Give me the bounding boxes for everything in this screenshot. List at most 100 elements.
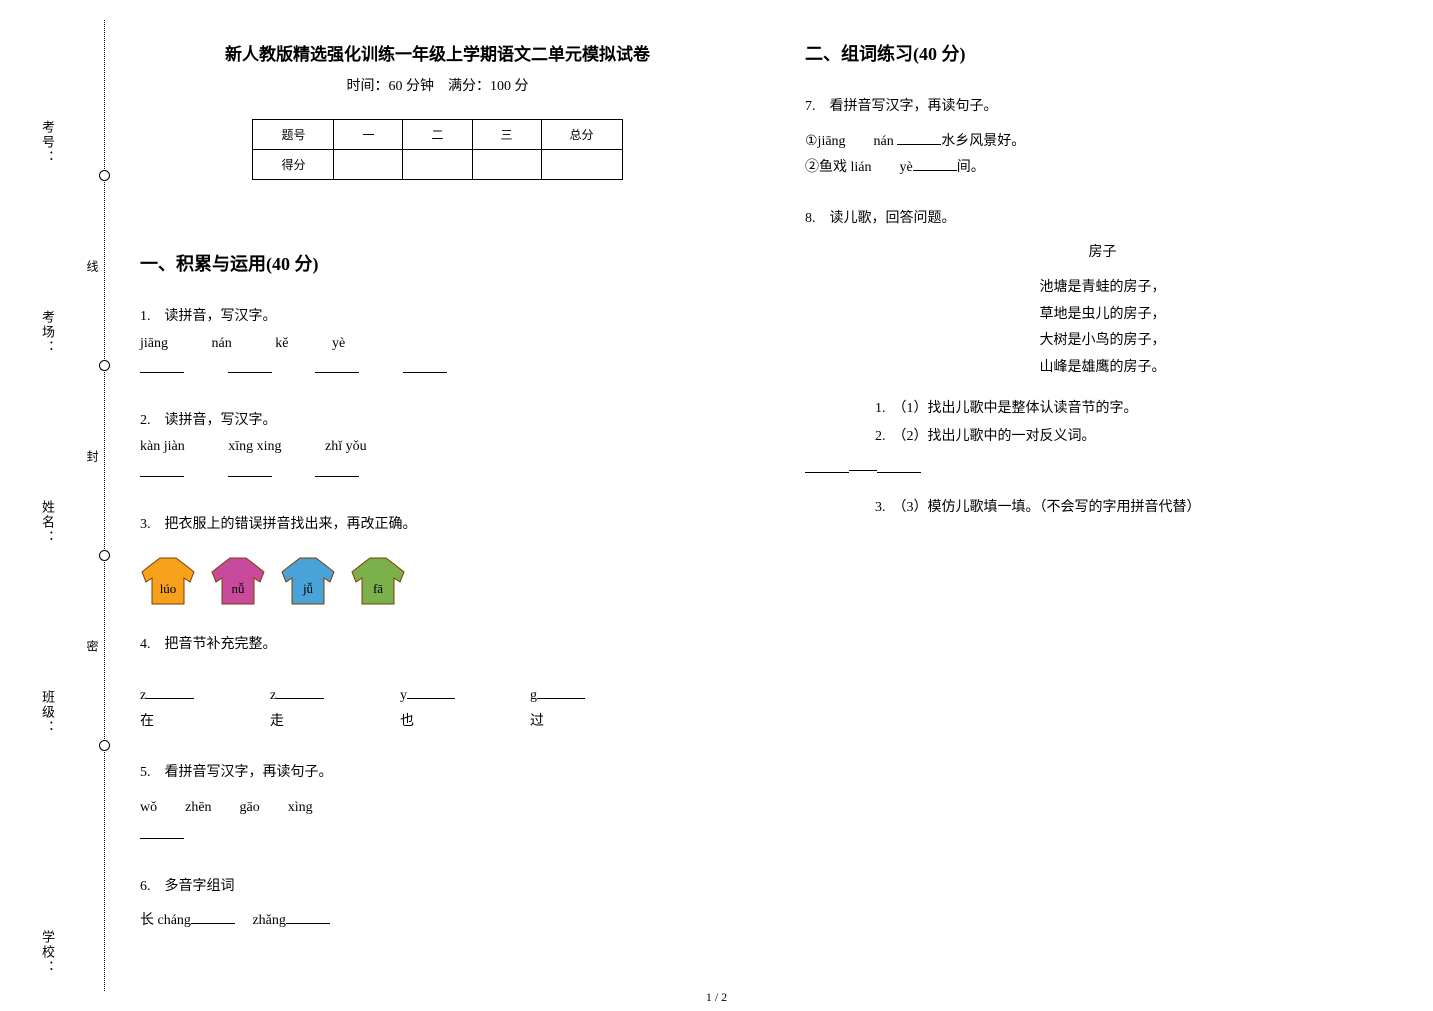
binding-label: 考场： [38, 310, 57, 355]
section-1-heading: 一、积累与运用(40 分) [140, 250, 735, 276]
blank[interactable] [913, 159, 957, 171]
pinyin: yè [332, 331, 345, 358]
q4-item: g过 [530, 683, 640, 736]
pinyin: nán [212, 331, 232, 358]
question-7: 7. 看拼音写汉字，再读句子。 ①jiāng nán 水乡风景好。 ②鱼戏 li… [805, 94, 1400, 182]
td-score-label: 得分 [253, 150, 334, 180]
blank[interactable] [315, 463, 359, 477]
q1-prompt: 1. 读拼音，写汉字。 [140, 304, 735, 331]
poem-line: 草地是虫儿的房子， [805, 302, 1400, 329]
shirt-pinyin: lúo [140, 577, 196, 602]
q5-line: wǒ zhēn gāo xìng [140, 795, 735, 822]
q7-l1a: ①jiāng nán [805, 134, 897, 149]
page-number: 1 / 2 [0, 990, 1433, 1005]
blank[interactable] [228, 463, 272, 477]
q4-item: z在 [140, 683, 250, 736]
blank[interactable] [146, 687, 194, 699]
binding-label: 班级： [38, 690, 57, 735]
question-1: 1. 读拼音，写汉字。 jiāng nán kě yè [140, 304, 735, 384]
blank[interactable] [140, 359, 184, 373]
shirt-icon: jǚ [280, 552, 336, 608]
blank[interactable] [897, 133, 941, 145]
q8-sub2: 2. （2）找出儿歌中的一对反义词。 [875, 423, 1400, 451]
q8-sub3-wrap: 3. （3）模仿儿歌填一填。（不会写的字用拼音代替） [875, 494, 1400, 522]
q3-shirts: lúonǚjǚfā [140, 552, 735, 608]
pinyin: jiāng [140, 331, 168, 358]
binding-cut-label: 密 [84, 640, 101, 656]
q6-a: 长 cháng [140, 913, 191, 928]
table-row: 得分 [253, 150, 622, 180]
q4-fill: z在z走y也g过 [140, 683, 735, 736]
perforation-circle-icon [99, 740, 110, 751]
q2-blank-row [140, 461, 735, 488]
blank[interactable] [407, 687, 455, 699]
blank[interactable] [403, 359, 447, 373]
dotted-perforation [104, 20, 105, 991]
q8-sub3: 3. （3）模仿儿歌填一填。（不会写的字用拼音代替） [875, 494, 1400, 522]
q6-line: 长 cháng zhǎng [140, 908, 735, 935]
initial: y [400, 688, 407, 703]
blank[interactable] [315, 359, 359, 373]
char: 过 [530, 709, 640, 736]
shirt-pinyin: nǚ [210, 577, 266, 602]
binding-margin: 考号：考场：姓名：班级：学校：线封密 [0, 0, 110, 1011]
td-blank [403, 150, 472, 180]
pinyin: kě [275, 331, 288, 358]
q2-prompt: 2. 读拼音，写汉字。 [140, 408, 735, 435]
blank[interactable] [805, 461, 849, 473]
char: 也 [400, 709, 510, 736]
poem-title: 房子 [805, 240, 1400, 267]
char: 走 [270, 709, 380, 736]
initial: g [530, 688, 537, 703]
blank[interactable] [140, 463, 184, 477]
q4-prompt: 4. 把音节补充完整。 [140, 632, 735, 659]
q7-l1b: 水乡风景好。 [941, 134, 1025, 149]
q3-prompt: 3. 把衣服上的错误拼音找出来，再改正确。 [140, 512, 735, 539]
blank[interactable] [537, 687, 585, 699]
q4-item: y也 [400, 683, 510, 736]
page-content: 新人教版精选强化训练一年级上学期语文二单元模拟试卷 时间：60 分钟 满分：10… [140, 40, 1400, 970]
poem-line: 池塘是青蛙的房子， [805, 275, 1400, 302]
exam-subtitle: 时间：60 分钟 满分：100 分 [140, 75, 735, 95]
pinyin: zhǐ yǒu [325, 434, 367, 461]
question-4: 4. 把音节补充完整。 [140, 632, 735, 659]
q2-pinyin-row: kàn jiàn xīng xing zhǐ yǒu [140, 434, 735, 461]
table-row: 题号 一 二 三 总分 [253, 120, 622, 150]
score-table: 题号 一 二 三 总分 得分 [252, 119, 622, 180]
blank[interactable] [228, 359, 272, 373]
perforation-circle-icon [99, 550, 110, 561]
question-6: 6. 多音字组词 长 cháng zhǎng [140, 874, 735, 935]
q8-sub1: 1. （1）找出儿歌中是整体认读音节的字。 [875, 395, 1400, 423]
poem-body: 池塘是青蛙的房子， 草地是虫儿的房子， 大树是小鸟的房子， 山峰是雄鹰的房子。 [805, 275, 1400, 381]
poem-line: 大树是小鸟的房子， [805, 328, 1400, 355]
th-3: 三 [472, 120, 541, 150]
q8-antonym-blank [805, 457, 1400, 484]
binding-cut-label: 封 [84, 450, 101, 466]
q5-blank[interactable] [140, 827, 184, 839]
q7-prompt: 7. 看拼音写汉字，再读句子。 [805, 94, 1400, 121]
binding-label: 姓名： [38, 500, 57, 545]
q6-b: zhǎng [252, 913, 285, 928]
question-8: 8. 读儿歌，回答问题。 房子 池塘是青蛙的房子， 草地是虫儿的房子， 大树是小… [805, 206, 1400, 522]
th-1: 一 [334, 120, 403, 150]
shirt-icon: fā [350, 552, 406, 608]
td-blank [541, 150, 622, 180]
q1-pinyin-row: jiāng nán kě yè [140, 331, 735, 358]
q7-l1: ①jiāng nán 水乡风景好。 [805, 129, 1400, 156]
shirt-pinyin: fā [350, 577, 406, 602]
q8-subquestions: 1. （1）找出儿歌中是整体认读音节的字。 2. （2）找出儿歌中的一对反义词。 [875, 395, 1400, 451]
q5-prompt: 5. 看拼音写汉字，再读句子。 [140, 760, 735, 787]
td-blank [472, 150, 541, 180]
q6-prompt: 6. 多音字组词 [140, 874, 735, 901]
blank[interactable] [877, 461, 921, 473]
pinyin: kàn jiàn [140, 434, 185, 461]
th-total: 总分 [541, 120, 622, 150]
shirt-icon: nǚ [210, 552, 266, 608]
section-2-heading: 二、组词练习(40 分) [805, 40, 1400, 66]
blank[interactable] [276, 687, 324, 699]
blank[interactable] [286, 912, 330, 924]
char: 在 [140, 709, 250, 736]
perforation-circle-icon [99, 360, 110, 371]
blank[interactable] [191, 912, 235, 924]
shirt-icon: lúo [140, 552, 196, 608]
